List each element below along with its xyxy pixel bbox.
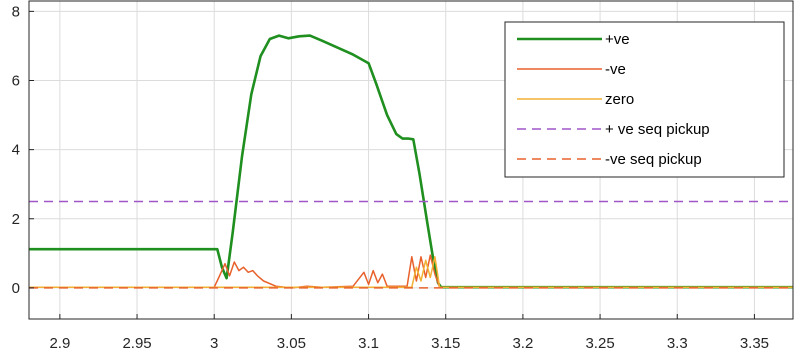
y-tick-label: 0 <box>12 280 20 297</box>
x-tick-label: 3.25 <box>585 335 614 352</box>
y-tick-label: 4 <box>12 142 20 159</box>
x-tick-label: 3.05 <box>277 335 306 352</box>
x-tick-label: 3 <box>210 335 218 352</box>
plot-area-frame <box>28 0 794 320</box>
x-axis-ticks: 2.9 2.95 3 3.05 3.1 3.15 3.2 3.25 3.3 3.35 <box>49 314 769 352</box>
legend-label: +ve <box>605 31 630 48</box>
x-tick-label: 2.95 <box>122 335 151 352</box>
legend-label: -ve seq pickup <box>605 151 702 168</box>
legend-label: + ve seq pickup <box>605 121 710 138</box>
y-axis-ticks: 0 2 4 6 8 <box>12 3 34 297</box>
x-tick-label: 2.9 <box>49 335 70 352</box>
legend: +ve -ve zero + ve seq pickup -ve seq pickup <box>504 21 785 178</box>
y-tick-label: 6 <box>12 73 20 90</box>
x-tick-label: 3.3 <box>667 335 688 352</box>
series-lines <box>29 34 793 289</box>
legend-label: zero <box>605 91 634 108</box>
x-tick-label: 3.2 <box>512 335 533 352</box>
x-tick-label: 3.35 <box>740 335 769 352</box>
series-line-0 <box>29 34 793 289</box>
y-tick-label: 8 <box>12 3 20 20</box>
legend-label: -ve <box>605 61 626 78</box>
x-tick-label: 3.1 <box>358 335 379 352</box>
series-line-2 <box>29 256 793 288</box>
x-tick-label: 3.15 <box>431 335 460 352</box>
legend-box <box>504 21 785 178</box>
y-tick-label: 2 <box>12 211 20 228</box>
